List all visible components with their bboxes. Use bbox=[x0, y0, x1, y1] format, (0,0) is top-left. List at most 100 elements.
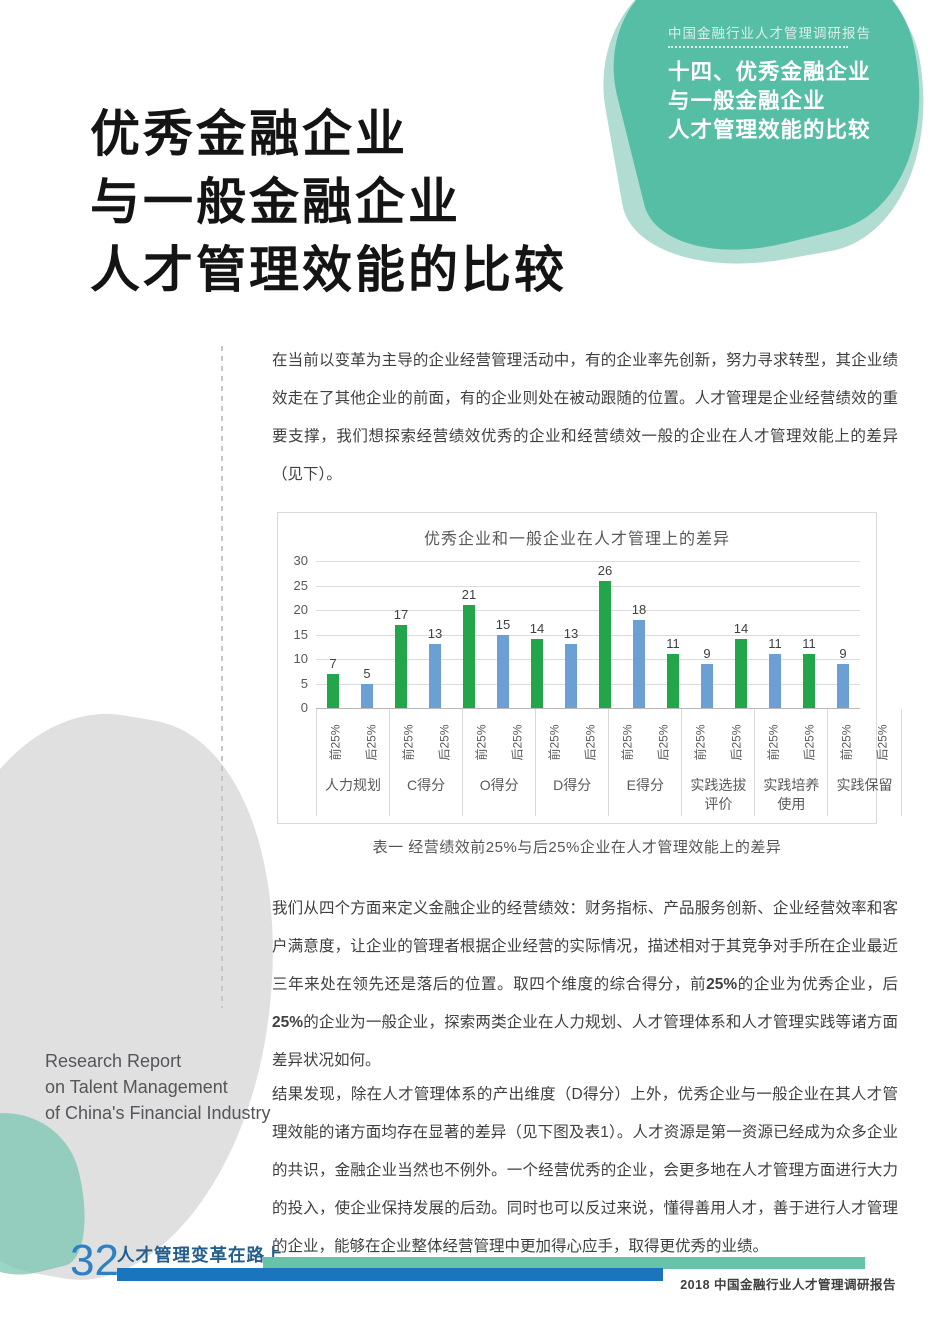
bar-bottom25 bbox=[429, 644, 441, 708]
bar-value-label: 14 bbox=[529, 621, 545, 637]
bar-value-label: 7 bbox=[329, 655, 337, 671]
y-axis-tick-label: 10 bbox=[293, 651, 308, 666]
paragraph-findings: 结果发现，除在人才管理体系的产出维度（D得分）上外，优秀企业与一般企业在其人才管… bbox=[272, 1086, 898, 1255]
bar-axis-label: 后25% bbox=[583, 723, 598, 761]
bar-axis-label-slot: 后25% bbox=[718, 711, 754, 773]
page-title-line-2: 与一般金融企业 bbox=[90, 174, 461, 230]
bar-axis-label-slot: 后25% bbox=[499, 711, 535, 773]
text-run: 的企业为优秀企业，后 bbox=[737, 975, 898, 993]
report-subtitle-line-3: of China's Financial Industry bbox=[45, 1103, 271, 1124]
category-label-line: E得分 bbox=[626, 777, 664, 793]
badge-title-line-1: 十四、优秀金融企业 bbox=[668, 60, 871, 84]
axis-group: 前25% 后25% 人力规划 bbox=[316, 709, 391, 816]
bar-top25 bbox=[599, 580, 611, 708]
bar-value-label: 17 bbox=[393, 606, 409, 622]
bar-axis-label: 后25% bbox=[802, 723, 817, 761]
report-subtitle-line-2: on Talent Management bbox=[45, 1077, 228, 1098]
bar-axis-labels: 前25% 后25% bbox=[390, 711, 462, 773]
bar-value-label: 14 bbox=[733, 621, 749, 637]
bar-top25 bbox=[531, 639, 543, 708]
bar-axis-labels: 前25% 后25% bbox=[609, 711, 681, 773]
bar-value-label: 11 bbox=[666, 636, 680, 652]
axis-group: 前25% 后25% 实践选拔 评价 bbox=[682, 709, 756, 816]
footer-teal-bar bbox=[263, 1257, 865, 1269]
chart-gridline bbox=[316, 561, 860, 562]
bar-axis-label: 后25% bbox=[510, 723, 525, 761]
category-label: D得分 bbox=[536, 776, 608, 795]
chart-group: 17 13 bbox=[384, 561, 452, 708]
bar-axis-label-slot: 前25% bbox=[463, 711, 499, 773]
footer-report-title: 2018 中国金融行业人才管理调研报告 bbox=[680, 1278, 896, 1292]
bar-bottom25 bbox=[769, 654, 781, 708]
bar-top25 bbox=[735, 639, 747, 708]
bar-bottom25 bbox=[633, 619, 645, 708]
dashed-vertical-rule bbox=[221, 346, 223, 1008]
axis-group: 前25% 后25% D得分 bbox=[536, 709, 610, 816]
bar-axis-labels: 前25% 后25% bbox=[682, 711, 754, 773]
badge-dotted-divider bbox=[668, 46, 848, 48]
bar-top25 bbox=[803, 654, 815, 708]
chart-gridline bbox=[316, 634, 860, 636]
category-label: 人力规划 bbox=[317, 776, 389, 795]
bar-slot: 11 bbox=[656, 561, 690, 708]
footer-slogan: 人才管理变革在路上 bbox=[117, 1245, 284, 1265]
category-label-line: C得分 bbox=[407, 777, 446, 793]
page-title-line-3: 人才管理效能的比较 bbox=[90, 242, 567, 298]
text-run: 的企业为一般企业，探索两类企业在人力规划、人才管理体系和人才管理实践等诸方面差异… bbox=[272, 1013, 898, 1069]
badge-title-line-2: 与一般金融企业 bbox=[668, 88, 826, 113]
bar-axis-label-slot: 前25% bbox=[317, 711, 353, 773]
bar-axis-label: 前25% bbox=[474, 723, 489, 761]
bold-run: 25% bbox=[272, 1013, 304, 1031]
bar-value-label: 15 bbox=[495, 616, 511, 632]
bar-slot: 14 bbox=[520, 561, 554, 708]
bar-value-label: 21 bbox=[461, 587, 477, 603]
axis-group: 前25% 后25% 实践保留 bbox=[828, 709, 902, 816]
bar-bottom25 bbox=[361, 683, 373, 708]
chart-plot-area: 7 5 17 13 21 15 14 13 26 18 11 9 14 11 11 9 bbox=[316, 561, 860, 708]
bar-axis-label: 前25% bbox=[693, 723, 708, 761]
bar-axis-label-slot: 前25% bbox=[682, 711, 718, 773]
chart-gridline bbox=[316, 659, 860, 660]
bar-value-label: 11 bbox=[768, 636, 782, 652]
bar-axis-label-slot: 前25% bbox=[828, 711, 864, 773]
page-title: 优秀金融企业 与一般金融企业 人才管理效能的比较 bbox=[90, 100, 567, 304]
bar-top25 bbox=[327, 673, 339, 708]
y-axis-tick-label: 5 bbox=[300, 675, 308, 691]
page-title-line-1: 优秀金融企业 bbox=[90, 106, 408, 162]
bar-axis-label-slot: 后25% bbox=[426, 711, 462, 773]
bar-axis-label-slot: 后25% bbox=[791, 711, 827, 773]
chart-category-axis: 前25% 后25% 人力规划 前25% 后25% C得分 前25% 后25% O得分 前25% 后2… bbox=[316, 708, 902, 816]
bar-axis-label: 前25% bbox=[328, 723, 343, 761]
bar-axis-label-slot: 后25% bbox=[572, 711, 608, 773]
chart-gridline bbox=[316, 585, 860, 587]
category-label: 实践保留 bbox=[828, 776, 900, 795]
y-axis-tick-label: 25 bbox=[293, 577, 308, 593]
bar-slot: 9 bbox=[826, 561, 860, 708]
y-axis-tick-label: 15 bbox=[293, 626, 308, 642]
chart-group: 26 18 bbox=[588, 561, 656, 708]
y-axis-tick-label: 30 bbox=[293, 553, 308, 568]
bar-value-label: 9 bbox=[839, 645, 847, 661]
bold-run: 25% bbox=[706, 975, 738, 993]
chart-group: 14 11 bbox=[724, 561, 792, 708]
chart-caption: 表一 经营绩效前25%与后25%企业在人才管理效能上的差异 bbox=[372, 839, 782, 856]
bar-slot: 13 bbox=[418, 561, 452, 708]
chart: 优秀企业和一般企业在人才管理上的差异 0 5 10 15 20 25 30 7 5 17 13 21 1… bbox=[277, 512, 902, 824]
bar-axis-label: 前25% bbox=[839, 723, 854, 761]
chart-gridline bbox=[316, 683, 860, 685]
category-label: 实践培养 使用 bbox=[755, 776, 827, 814]
bar-slot: 9 bbox=[690, 561, 724, 708]
category-label-line: 实践保留 bbox=[836, 777, 893, 793]
category-label: C得分 bbox=[390, 776, 462, 795]
bar-slot: 18 bbox=[622, 561, 656, 708]
category-label-line: 评价 bbox=[704, 795, 733, 812]
bar-slot: 15 bbox=[486, 561, 520, 708]
paragraph-intro: 在当前以变革为主导的企业经营管理活动中，有的企业率先创新，努力寻求转型，其企业绩… bbox=[272, 352, 898, 483]
chart-gridline bbox=[316, 610, 860, 611]
bar-axis-label: 后25% bbox=[875, 723, 890, 761]
bar-slot: 13 bbox=[554, 561, 588, 708]
badge-kicker: 中国金融行业人才管理调研报告 bbox=[668, 26, 871, 41]
footer-blue-bar bbox=[117, 1268, 663, 1281]
bar-bottom25 bbox=[837, 663, 849, 708]
